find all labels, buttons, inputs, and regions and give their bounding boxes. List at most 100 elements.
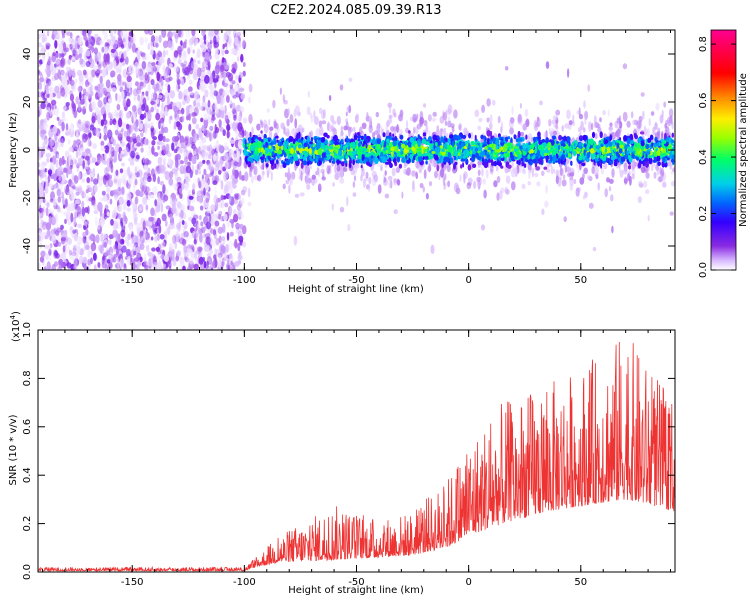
heatmap-cell [237,160,242,166]
heatmap-cell [423,169,427,180]
heatmap-cell [71,100,75,109]
heatmap-cell [295,105,300,115]
heatmap-cell [559,167,563,175]
heatmap-cell [67,210,71,218]
heatmap-cell [132,124,137,132]
heatmap-cell [82,106,86,115]
heatmap-cell [459,174,462,182]
heatmap-cell [150,100,156,105]
heatmap-cell [202,145,207,150]
heatmap-cell [183,145,187,154]
heatmap-cell [282,183,286,190]
heatmap-cell [242,186,248,193]
heatmap-cell [554,123,559,129]
heatmap-cell [363,178,366,188]
heatmap-cell [119,168,124,174]
heatmap-cell [669,211,674,216]
heatmap-cell [85,50,91,57]
heatmap-cell [509,127,514,135]
heatmap-cell [46,30,50,37]
heatmap-cell [113,175,118,185]
heatmap-cell [176,222,181,230]
heatmap-cell [81,237,85,245]
heatmap-cell [599,117,602,123]
heatmap-cell [171,142,175,152]
heatmap-cell [524,108,529,118]
heatmap-cell [652,126,656,136]
heatmap-cell [109,160,113,169]
heatmap-cell [133,257,140,262]
heatmap-cell [182,100,186,106]
heatmap-cell [216,94,221,105]
heatmap-cell [38,162,41,168]
heatmap-cell [200,70,206,78]
heatmap-cell [386,120,391,127]
heatmap-cell [416,113,419,120]
heatmap-cell [648,118,651,127]
heatmap-cell [346,196,349,207]
heatmap-cell [85,228,89,236]
heatmap-cell [222,223,226,234]
heatmap-cell [67,58,71,65]
heatmap-cell [212,238,216,248]
heatmap-cell [220,180,224,190]
heatmap-cell [40,91,45,98]
heatmap-cell [440,168,445,178]
heatmap-cell [230,260,233,265]
heatmap-cell [227,205,233,216]
heatmap-cell [168,63,173,68]
heatmap-cell [467,177,473,184]
heatmap-cell [93,252,97,261]
heatmap-cell [368,176,372,185]
heatmap-cell [41,221,47,231]
heatmap-cell [380,165,383,171]
heatmap-cell [44,138,49,147]
heatmap-cell [117,244,123,249]
heatmap-cell [55,159,59,168]
heatmap-cell [401,191,404,199]
heatmap-cell [202,136,207,144]
heatmap-cell [71,158,77,169]
heatmap-cell [478,117,483,123]
heatmap-cell [163,41,168,49]
heatmap-cell [108,237,112,246]
heatmap-cell [60,53,65,58]
heatmap-cell [85,155,90,161]
heatmap-cell [663,101,667,108]
heatmap-cell [126,75,132,83]
heatmap-cell [158,120,161,130]
heatmap-cell [72,68,76,78]
heatmap-cell [126,79,132,89]
heatmap-cell [181,167,187,174]
heatmap-cell [233,107,238,115]
heatmap-cell [38,142,41,148]
heatmap-cell [485,169,489,179]
heatmap-cell [206,221,212,230]
heatmap-cell [145,194,151,201]
heatmap-cell [561,179,567,187]
heatmap-cell [177,78,181,86]
heatmap-cell [590,122,594,131]
heatmap-cell [511,161,514,168]
heatmap-cell [145,90,149,97]
heatmap-cell [150,106,154,113]
heatmap-cell [117,260,120,269]
heatmap-cell [79,99,85,105]
heatmap-cell [655,102,660,111]
heatmap-cell [126,200,131,207]
heatmap-cell [157,94,163,99]
heatmap-cell [539,100,543,106]
heatmap-cell [222,129,226,137]
heatmap-cell [218,202,223,209]
heatmap-cell [43,265,47,270]
heatmap-cell [192,179,198,189]
heatmap-cell [90,177,94,182]
heatmap-cell [533,124,539,132]
heatmap-cell [98,177,103,187]
heatmap-cell [112,229,118,238]
heatmap-cell [74,159,77,165]
heatmap-cell [188,79,193,85]
heatmap-cell [208,213,212,223]
heatmap-cell [187,86,193,93]
heatmap-cell [162,197,166,203]
